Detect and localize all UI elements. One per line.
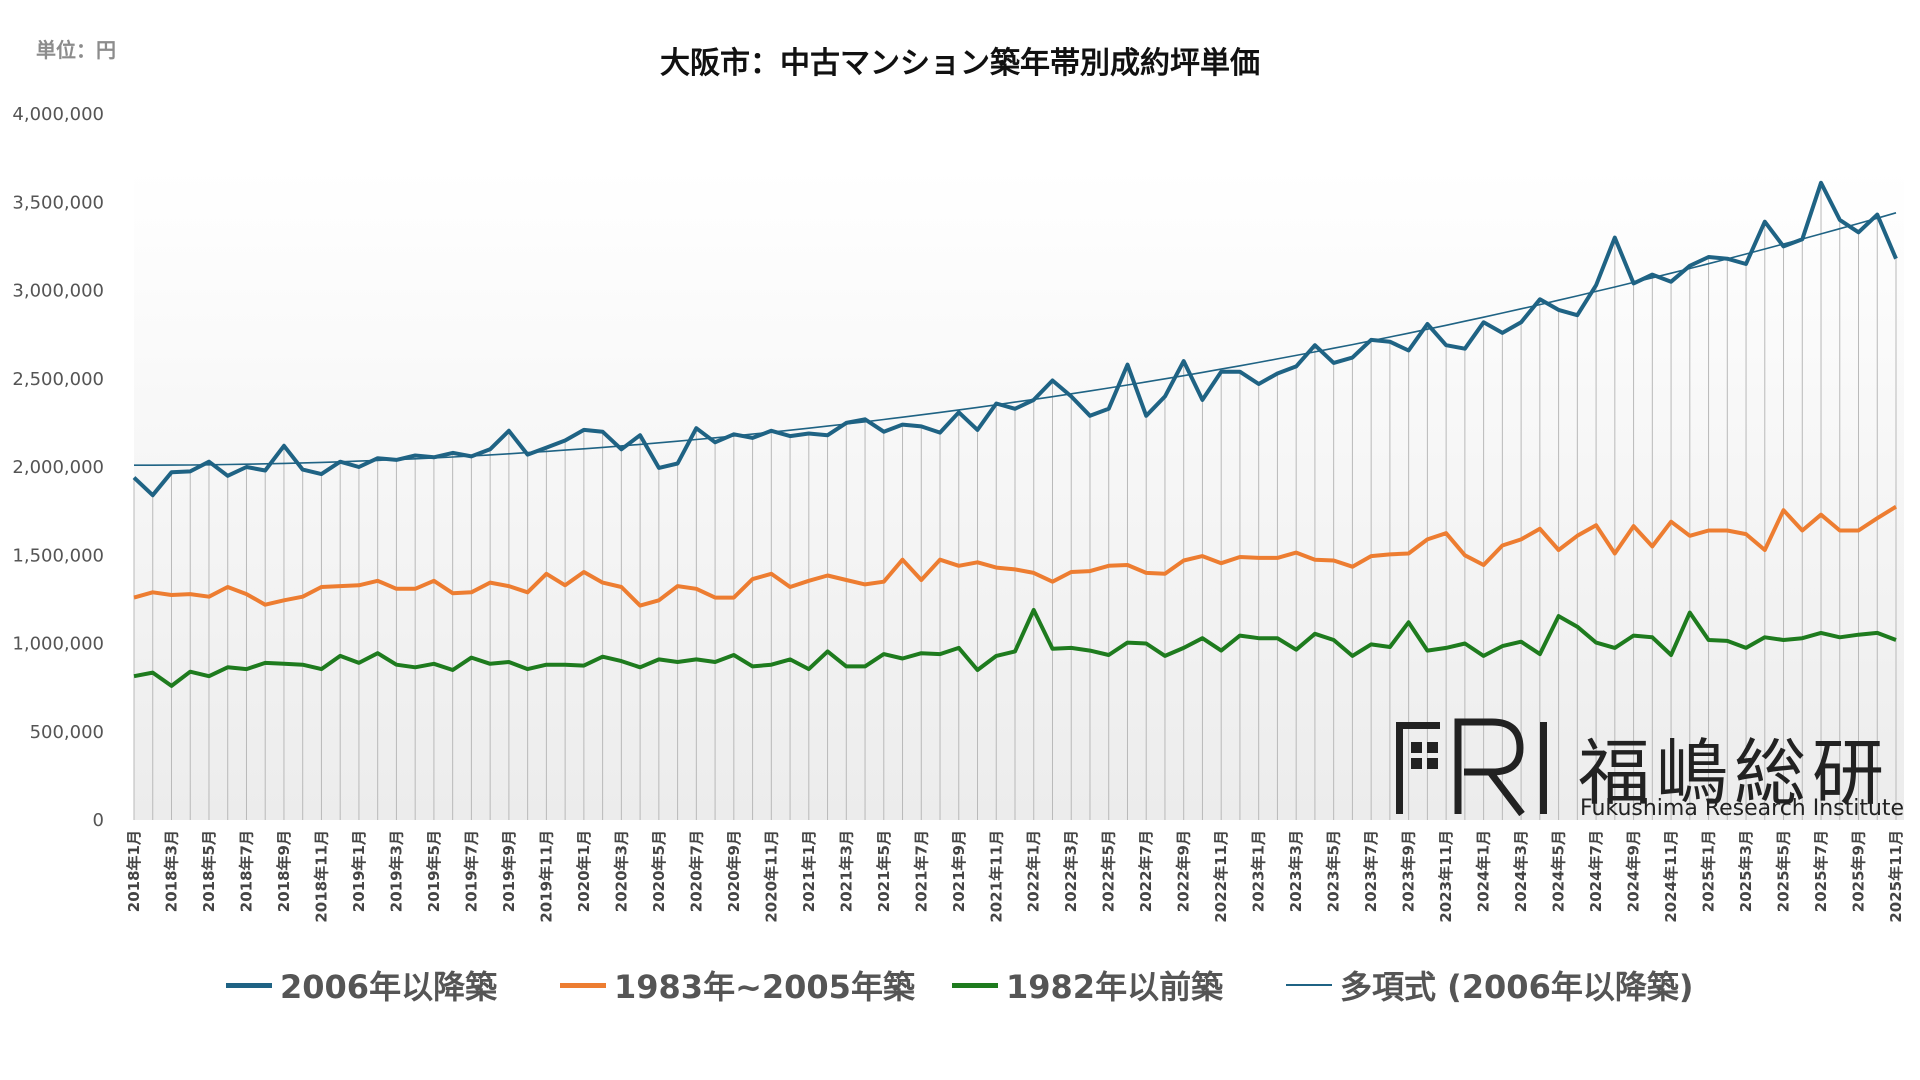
legend-swatch-1982 <box>952 982 998 988</box>
legend-label-1982: 1982年以前築 <box>1006 968 1224 1006</box>
x-tick-label: 2021年3月 <box>837 830 855 912</box>
x-tick-label: 2022年11月 <box>1212 830 1230 923</box>
x-tick-label: 2025年5月 <box>1775 830 1793 912</box>
x-tick-label: 2021年5月 <box>875 830 893 912</box>
x-tick-label: 2024年7月 <box>1587 830 1605 912</box>
x-tick-label: 2021年7月 <box>912 830 930 912</box>
x-tick-label: 2020年7月 <box>687 830 705 912</box>
x-tick-label: 2021年11月 <box>987 830 1005 923</box>
legend-swatch-1983-2005 <box>560 982 606 988</box>
x-tick-label: 2020年9月 <box>725 830 743 912</box>
series-line-2 <box>133 608 1897 688</box>
x-tick-label: 2022年5月 <box>1100 830 1118 912</box>
x-tick-label: 2020年3月 <box>612 830 630 912</box>
x-tick-label: 2020年5月 <box>650 830 668 912</box>
drop-lines <box>133 182 1897 820</box>
series-line-0 <box>132 180 1898 498</box>
legend-item-trend: 多項式 (2006年以降築) <box>1286 960 1693 1010</box>
x-tick-label: 2020年11月 <box>762 830 780 923</box>
x-tick-label: 2023年9月 <box>1400 830 1418 912</box>
y-tick-label: 2,000,000 <box>12 457 104 478</box>
y-axis-ticks: 0 500,000 1,000,000 1,500,000 2,000,000 2,500… <box>12 104 104 831</box>
x-tick-label: 2024年5月 <box>1550 830 1568 912</box>
x-tick-label: 2023年11月 <box>1437 830 1455 923</box>
x-tick-label: 2024年1月 <box>1475 830 1493 912</box>
series-line-3 <box>134 212 1897 467</box>
x-tick-label: 2025年9月 <box>1850 830 1868 912</box>
x-tick-label: 2023年5月 <box>1325 830 1343 912</box>
x-tick-label: 2020年1月 <box>575 830 593 912</box>
x-tick-label: 2018年7月 <box>237 830 255 912</box>
legend-item-1983-2005: 1983年~2005年築 <box>560 960 915 1010</box>
fri-logo-mark <box>1396 718 1547 817</box>
x-tick-label: 2024年11月 <box>1662 830 1680 923</box>
y-tick-label: 2,500,000 <box>12 369 104 390</box>
x-tick-label: 2022年1月 <box>1025 830 1043 912</box>
legend-label-2006: 2006年以降築 <box>280 968 498 1006</box>
x-tick-label: 2023年7月 <box>1362 830 1380 912</box>
y-tick-label: 500,000 <box>30 722 104 743</box>
plot-area-background <box>134 168 1904 820</box>
x-tick-label: 2025年3月 <box>1737 830 1755 912</box>
y-tick-label: 1,500,000 <box>12 545 104 566</box>
x-tick-label: 2018年11月 <box>312 830 330 923</box>
legend-swatch-trend <box>1286 984 1332 986</box>
legend-label-trend: 多項式 (2006年以降築) <box>1340 968 1694 1006</box>
x-tick-label: 2019年5月 <box>425 830 443 912</box>
x-tick-label: 2022年3月 <box>1062 830 1080 912</box>
y-tick-label: 4,000,000 <box>12 104 104 125</box>
x-tick-label: 2023年3月 <box>1287 830 1305 912</box>
x-tick-label: 2019年9月 <box>500 830 518 912</box>
x-tick-label: 2018年5月 <box>200 830 218 912</box>
legend-item-2006: 2006年以降築 <box>226 960 497 1010</box>
legend-label-1983-2005: 1983年~2005年築 <box>614 968 915 1006</box>
x-tick-label: 2018年9月 <box>275 830 293 912</box>
fri-logo: 福嶋総研 Fukushima Research Institute <box>1392 718 1912 828</box>
x-tick-label: 2022年7月 <box>1137 830 1155 912</box>
series-line-1 <box>133 504 1898 608</box>
unit-label: 単位：円 <box>36 38 116 62</box>
x-tick-label: 2025年11月 <box>1887 830 1905 923</box>
x-tick-label: 2025年1月 <box>1700 830 1718 912</box>
legend-item-1982: 1982年以前築 <box>952 960 1223 1010</box>
x-tick-label: 2018年3月 <box>162 830 180 912</box>
x-tick-label: 2019年11月 <box>537 830 555 923</box>
legend-swatch-2006 <box>226 982 272 988</box>
logo-english-name: Fukushima Research Institute <box>1580 796 1905 821</box>
chart-legend: 2006年以降築 1983年~2005年築 1982年以前築 多項式 (2006… <box>0 960 1920 1010</box>
y-tick-label: 0 <box>93 810 104 831</box>
y-tick-label: 1,000,000 <box>12 634 104 655</box>
x-tick-label: 2024年9月 <box>1625 830 1643 912</box>
x-tick-label: 2023年1月 <box>1250 830 1268 912</box>
logo-japanese-name: 福嶋総研 <box>1578 731 1891 815</box>
x-tick-label: 2025年7月 <box>1812 830 1830 912</box>
x-tick-label: 2019年7月 <box>462 830 480 912</box>
x-tick-label: 2019年3月 <box>387 830 405 912</box>
y-tick-label: 3,500,000 <box>12 192 104 213</box>
x-tick-label: 2021年9月 <box>950 830 968 912</box>
x-tick-label: 2021年1月 <box>800 830 818 912</box>
x-axis-ticks: 2018年1月 2018年3月 2018年5月 2018年7月 2018年9月 2018年… <box>125 830 1905 923</box>
x-tick-label: 2019年1月 <box>350 830 368 912</box>
x-tick-label: 2018年1月 <box>125 830 143 912</box>
x-tick-label: 2024年3月 <box>1512 830 1530 912</box>
x-tick-label: 2022年9月 <box>1175 830 1193 912</box>
y-tick-label: 3,000,000 <box>12 281 104 302</box>
chart-title: 大阪市：中古マンション築年帯別成約坪単価 <box>660 46 1260 81</box>
series-lines <box>132 180 1898 688</box>
